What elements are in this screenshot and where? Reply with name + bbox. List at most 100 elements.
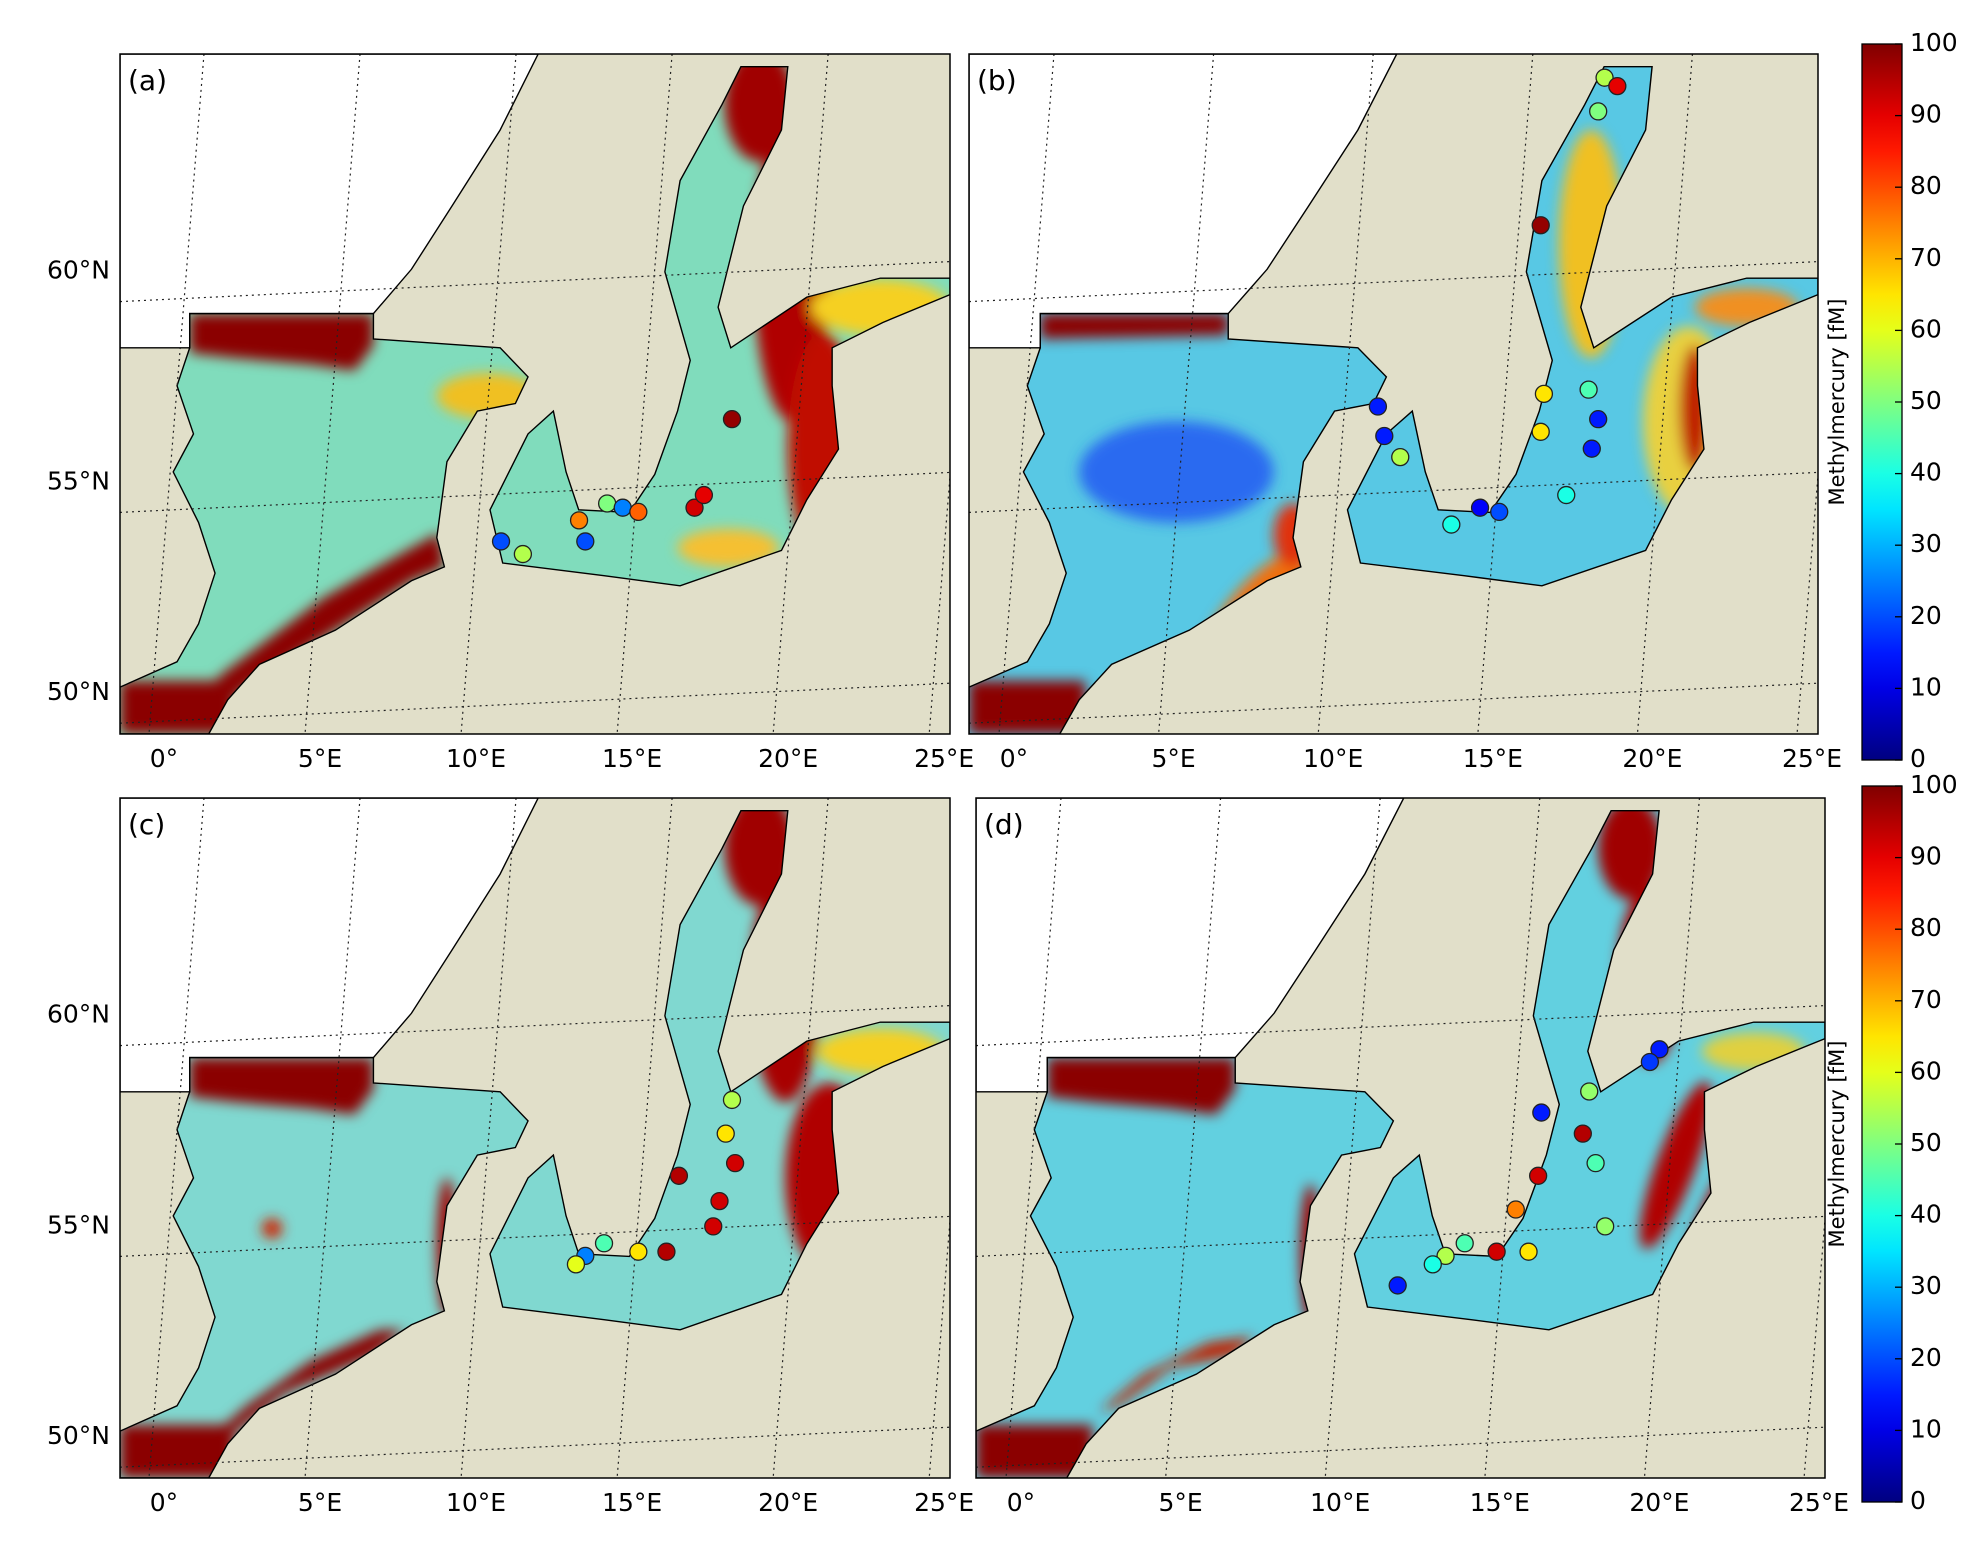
open-ocean [120, 798, 539, 1092]
panel-frame [968, 53, 1819, 735]
open-ocean [120, 54, 539, 348]
lon-tick-label: 10°E [446, 1488, 506, 1517]
sea [120, 66, 950, 734]
lon-tick-label: 5°E [298, 744, 342, 773]
station [710, 1191, 729, 1211]
station [1388, 1276, 1407, 1295]
lat-tick-label: 55°N [47, 466, 110, 495]
station [704, 1217, 723, 1236]
lat-tick-label: 60°N [47, 256, 110, 285]
parallel [120, 471, 950, 513]
station [1490, 502, 1509, 522]
station [629, 502, 648, 522]
lat-tick-label: 55°N [47, 1210, 110, 1239]
station [1650, 1040, 1669, 1059]
station [685, 498, 704, 517]
station [1595, 68, 1614, 87]
parallel [120, 1215, 950, 1257]
station [597, 494, 617, 513]
lon-tick-label: 25°E [914, 1488, 974, 1517]
station [716, 1124, 735, 1143]
map-panel [969, 54, 1818, 734]
colorbar-tick-label: 60 [1910, 314, 1942, 343]
map-panel [976, 798, 1825, 1478]
colorbar-tick-label: 90 [1910, 842, 1942, 871]
station [1532, 1103, 1551, 1122]
station [1391, 447, 1410, 467]
parallel [120, 1426, 950, 1468]
colorbar-tick-label: 40 [1910, 1200, 1942, 1229]
panel-label: (a) [128, 64, 167, 97]
parallel [976, 1426, 1825, 1468]
concentration-patch [1099, 1336, 1255, 1413]
station [722, 1090, 742, 1110]
colorbar-tick-label: 80 [1910, 913, 1942, 942]
station [569, 511, 589, 530]
station [513, 544, 533, 564]
lon-tick-label: 0° [1000, 744, 1028, 773]
station [491, 532, 511, 551]
coastline [120, 798, 539, 1093]
colorbar-tick-label: 30 [1910, 529, 1942, 558]
lon-tick-label: 20°E [758, 1488, 818, 1517]
lon-tick-label: 15°E [602, 744, 662, 773]
station [1579, 380, 1598, 399]
station [1557, 485, 1576, 505]
colorbar-tick-label: 20 [1910, 1343, 1942, 1372]
lon-tick-label: 20°E [1622, 744, 1682, 773]
panel-frame [119, 797, 951, 1479]
open-ocean [976, 798, 1404, 1092]
colorbar-label: Methylmercury [fM] [1825, 1041, 1849, 1248]
station [613, 498, 632, 517]
lon-tick-label: 25°E [914, 744, 974, 773]
panel-label: (d) [984, 808, 1024, 841]
colorbar-tick-label: 60 [1910, 1056, 1942, 1085]
station [1534, 384, 1554, 404]
parallel [969, 261, 1818, 303]
panel-label: (c) [128, 808, 165, 841]
panel-label: (b) [977, 64, 1017, 97]
station [1506, 1200, 1525, 1219]
concentration-patch [724, 66, 796, 162]
concentration-patch [1639, 1081, 1712, 1249]
lat-tick-label: 50°N [47, 1421, 110, 1450]
concentration-patch [677, 528, 779, 567]
concentration-patch [189, 1057, 374, 1115]
colorbar-tick-label: 40 [1910, 458, 1942, 487]
lon-tick-label: 20°E [758, 744, 818, 773]
station [629, 1242, 648, 1261]
station [594, 1234, 614, 1253]
station [1519, 1242, 1538, 1261]
lon-tick-label: 15°E [602, 1488, 662, 1517]
station [1442, 515, 1461, 534]
station [1589, 102, 1608, 121]
station [1531, 216, 1550, 235]
parallel [969, 682, 1818, 724]
colorbar-tick-label: 70 [1910, 985, 1942, 1014]
concentration-patch [1040, 313, 1229, 339]
parallel [976, 1005, 1825, 1047]
lon-tick-label: 0° [150, 1488, 178, 1517]
station [1487, 1242, 1506, 1261]
colorbar-tick-label: 70 [1910, 243, 1942, 272]
lon-tick-label: 5°E [1152, 744, 1196, 773]
colorbar-tick-label: 30 [1910, 1271, 1942, 1300]
concentration-patch [261, 1218, 283, 1239]
lon-tick-label: 15°E [1470, 1488, 1530, 1517]
station [1528, 1166, 1548, 1185]
colorbar-tick-label: 10 [1910, 1414, 1942, 1443]
parallel [120, 1005, 950, 1047]
map-panel [120, 54, 950, 734]
parallel [969, 471, 1818, 513]
station [725, 1154, 745, 1173]
colorbar-tick-label: 50 [1910, 386, 1942, 415]
open-ocean [969, 54, 1397, 348]
panel-frame [119, 53, 951, 735]
colorbar-tick-label: 100 [1910, 28, 1958, 57]
sea [976, 810, 1825, 1478]
lon-tick-label: 5°E [1159, 1488, 1203, 1517]
colorbar-tick-label: 20 [1910, 601, 1942, 630]
concentration-patch [170, 532, 445, 734]
